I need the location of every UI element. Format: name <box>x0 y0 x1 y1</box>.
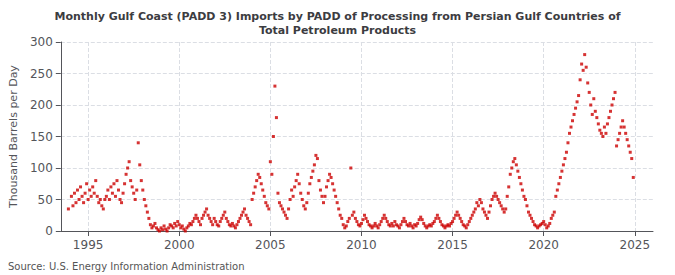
svg-text:2010: 2010 <box>346 238 377 252</box>
svg-text:Total Petroleum Products: Total Petroleum Products <box>259 24 417 37</box>
svg-text:150: 150 <box>30 130 53 144</box>
svg-text:Monthly Gulf Coast (PADD 3) Im: Monthly Gulf Coast (PADD 3) Imports by P… <box>54 10 620 23</box>
svg-text:100: 100 <box>30 161 53 175</box>
svg-text:300: 300 <box>30 35 53 49</box>
svg-text:2000: 2000 <box>164 238 195 252</box>
svg-text:2005: 2005 <box>255 238 286 252</box>
svg-text:2020: 2020 <box>528 238 559 252</box>
svg-text:1995: 1995 <box>73 238 104 252</box>
svg-text:50: 50 <box>38 193 53 207</box>
svg-text:0: 0 <box>45 224 53 238</box>
svg-text:2025: 2025 <box>620 238 651 252</box>
svg-text:250: 250 <box>30 67 53 81</box>
svg-text:200: 200 <box>30 98 53 112</box>
svg-text:2015: 2015 <box>437 238 468 252</box>
svg-text:Thousand Barrels per Day: Thousand Barrels per Day <box>7 65 20 209</box>
svg-text:Source: U.S. Energy Informatio: Source: U.S. Energy Information Administ… <box>8 261 245 272</box>
